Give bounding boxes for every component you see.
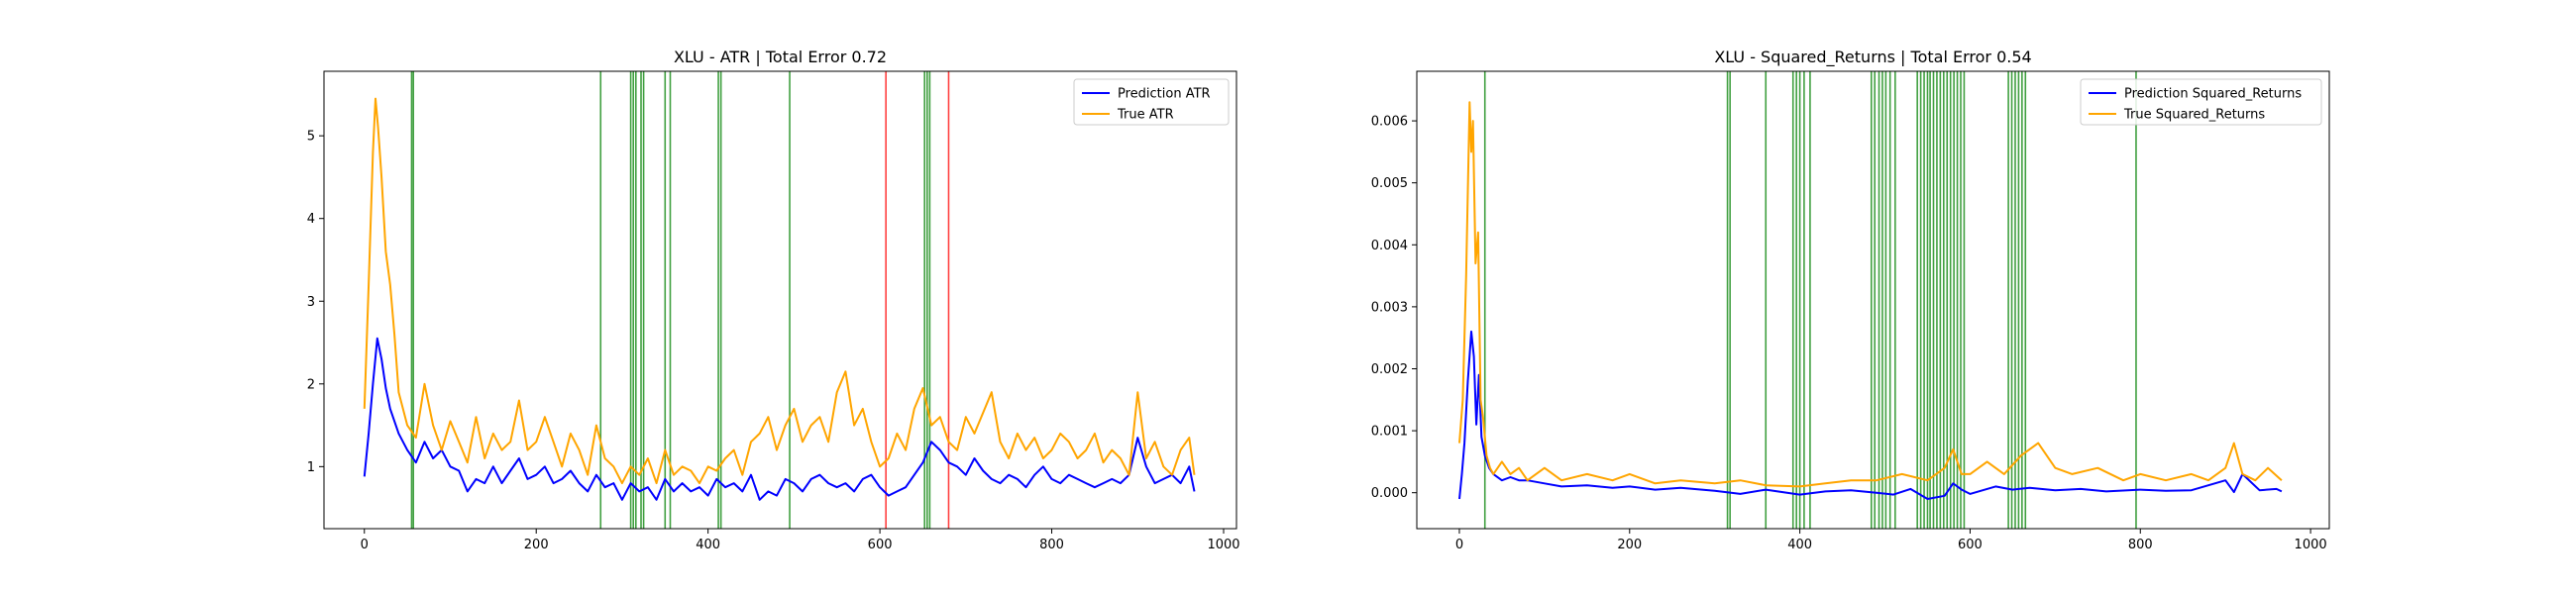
x-tick-label: 400 — [1787, 538, 1812, 552]
x-tick-label: 0 — [1455, 538, 1463, 552]
x-tick-label: 200 — [1617, 538, 1642, 552]
legend: Prediction Squared_Returns True Squared_R… — [2080, 78, 2322, 126]
legend-label: Prediction ATR — [1118, 87, 1211, 102]
y-tick-label: 0.002 — [1371, 362, 1408, 377]
x-tick-label: 600 — [1958, 538, 1983, 552]
y-tick-label: 0.006 — [1371, 115, 1408, 130]
x-tick-label: 1000 — [1207, 538, 1239, 552]
chart-title: XLU - ATR | Total Error 0.72 — [674, 48, 887, 66]
y-tick-label: 0.001 — [1371, 425, 1408, 440]
y-tick-label: 2 — [307, 377, 315, 392]
x-tick-label: 400 — [696, 538, 720, 552]
x-tick-label: 800 — [1039, 538, 1064, 552]
axes-frame — [1416, 70, 2330, 530]
axes-frame — [323, 70, 1237, 530]
y-tick-label: 0.004 — [1371, 239, 1408, 253]
legend-box — [1073, 78, 1230, 126]
y-tick-label: 0.000 — [1371, 486, 1408, 501]
x-tick-label: 200 — [524, 538, 549, 552]
legend-box — [2080, 78, 2322, 126]
legend: Prediction ATR True ATR — [1073, 78, 1230, 126]
x-tick-label: 1000 — [2295, 538, 2327, 552]
x-tick-label: 0 — [361, 538, 369, 552]
squared-returns-panel: 0 200 400 600 800 1000 0.000 0.001 0.002 0.003 0.0… — [1371, 48, 2330, 552]
legend-label: True ATR — [1117, 108, 1174, 123]
y-tick-label: 3 — [307, 295, 315, 310]
legend-label: Prediction Squared_Returns — [2124, 87, 2302, 102]
series-line-true — [363, 97, 1196, 485]
y-tick-label: 4 — [307, 212, 315, 227]
series-line-prediction — [363, 337, 1196, 501]
series-line-true — [1458, 101, 2283, 488]
y-tick-label: 5 — [307, 130, 315, 145]
plot-area — [1458, 71, 2283, 529]
x-tick-label: 800 — [2128, 538, 2153, 552]
chart-title: XLU - Squared_Returns | Total Error 0.54 — [1714, 48, 2031, 67]
y-tick-label: 0.003 — [1371, 300, 1408, 315]
plot-area — [363, 71, 1196, 529]
y-tick-label: 1 — [307, 460, 315, 475]
atr-panel: 0 200 400 600 800 1000 1 2 3 4 5 XLU - ATR | Total … — [307, 48, 1240, 552]
series-line-prediction — [1458, 330, 2283, 500]
x-tick-label: 600 — [868, 538, 893, 552]
y-tick-label: 0.005 — [1371, 176, 1408, 191]
legend-label: True Squared_Returns — [2123, 108, 2265, 123]
